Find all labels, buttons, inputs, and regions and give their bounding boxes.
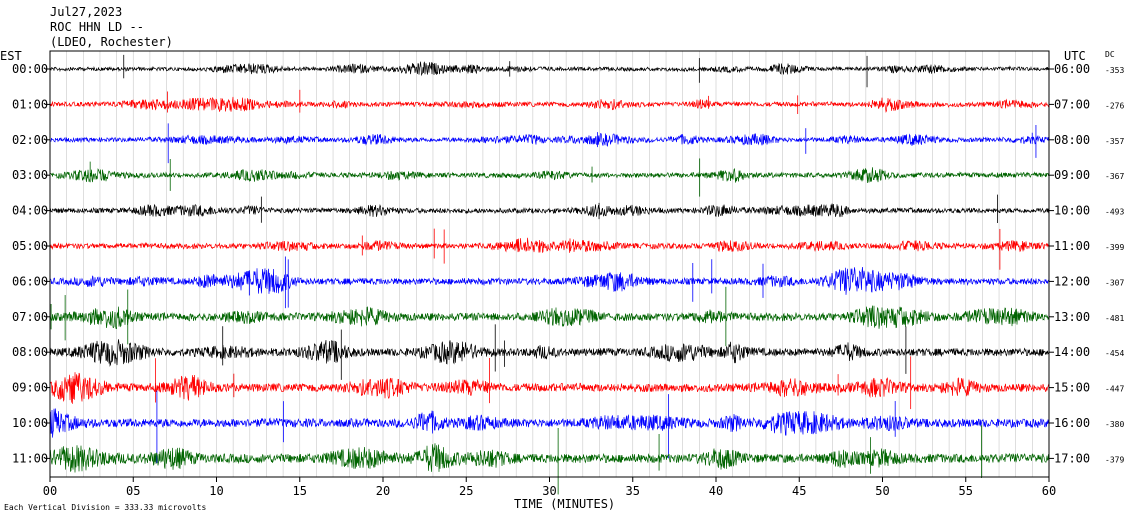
dc-value: -399 [1105,243,1124,252]
header-network: (LDEO, Rochester) [50,35,173,49]
utc-label: 10:00 [1054,204,1090,218]
trace-1000 [49,408,1050,438]
est-label: 05:00 [12,239,48,253]
trace-0500 [49,237,1050,254]
header-date: Jul27,2023 [50,5,122,19]
trace-0200 [49,133,1050,147]
trace-0400 [49,203,1050,218]
x-tick-label: 30 [542,484,556,498]
trace-0800 [49,339,1050,367]
x-tick-label: 10 [209,484,223,498]
utc-label: 16:00 [1054,416,1090,430]
dc-value: -481 [1105,314,1124,323]
utc-label: 13:00 [1054,310,1090,324]
est-label: 02:00 [12,133,48,147]
trace-0000 [49,61,1050,77]
est-label: 01:00 [12,97,48,111]
est-label: 04:00 [12,204,48,218]
est-label: 11:00 [12,451,48,465]
trace-0100 [49,96,1050,113]
utc-label: 08:00 [1054,133,1090,147]
trace-0900 [49,372,1050,404]
seismic-traces [49,54,1050,495]
time-grid [66,51,1033,477]
est-label: 03:00 [12,168,48,182]
x-tick-label: 50 [875,484,889,498]
trace-0300 [49,167,1050,184]
x-tick-label: 00 [43,484,57,498]
x-tick-label: 60 [1042,484,1056,498]
est-label: 06:00 [12,274,48,288]
est-label: 00:00 [12,62,48,76]
x-tick-label: 55 [959,484,973,498]
dc-value: -447 [1105,385,1124,394]
utc-label: 12:00 [1054,274,1090,288]
footer-note: Each Vertical Division = 333.33 microvol… [4,503,206,512]
utc-label: 09:00 [1054,168,1090,182]
utc-label: 11:00 [1054,239,1090,253]
trace-1100 [49,443,1050,473]
est-label: 10:00 [12,416,48,430]
x-tick-label: 25 [459,484,473,498]
row-labels: 00:00 06:00 -353 01:00 07:00 -276 02:00 08:00 -3… [12,62,1124,465]
dc-value: -353 [1105,66,1124,75]
utc-label: 06:00 [1054,62,1090,76]
x-tick-label: 40 [709,484,723,498]
est-label: 08:00 [12,345,48,359]
x-tick-label: 45 [792,484,806,498]
dc-value: -307 [1105,278,1124,287]
dc-value: -276 [1105,101,1124,110]
est-label: 09:00 [12,381,48,395]
dc-value: -380 [1105,420,1124,429]
left-axis-title: EST [0,49,22,63]
dc-value: -379 [1105,455,1124,464]
x-axis-ticks: 00 05 10 15 20 25 30 35 40 45 50 55 60 [43,477,1056,498]
utc-label: 15:00 [1054,381,1090,395]
est-label: 07:00 [12,310,48,324]
x-tick-label: 20 [376,484,390,498]
trace-0700 [49,305,1050,330]
utc-label: 14:00 [1054,345,1090,359]
x-axis-label: TIME (MINUTES) [514,497,615,511]
utc-label: 17:00 [1054,451,1090,465]
trace-0600 [49,266,1050,295]
dc-header: DC [1105,50,1115,59]
x-tick-label: 35 [626,484,640,498]
dc-value: -367 [1105,172,1124,181]
x-tick-label: 05 [126,484,140,498]
utc-label: 07:00 [1054,97,1090,111]
dc-value: -357 [1105,137,1124,146]
x-tick-label: 15 [293,484,307,498]
header-station: ROC HHN LD -- [50,20,144,34]
dc-value: -493 [1105,208,1124,217]
dc-value: -454 [1105,349,1124,358]
right-axis-title: UTC [1064,49,1086,63]
